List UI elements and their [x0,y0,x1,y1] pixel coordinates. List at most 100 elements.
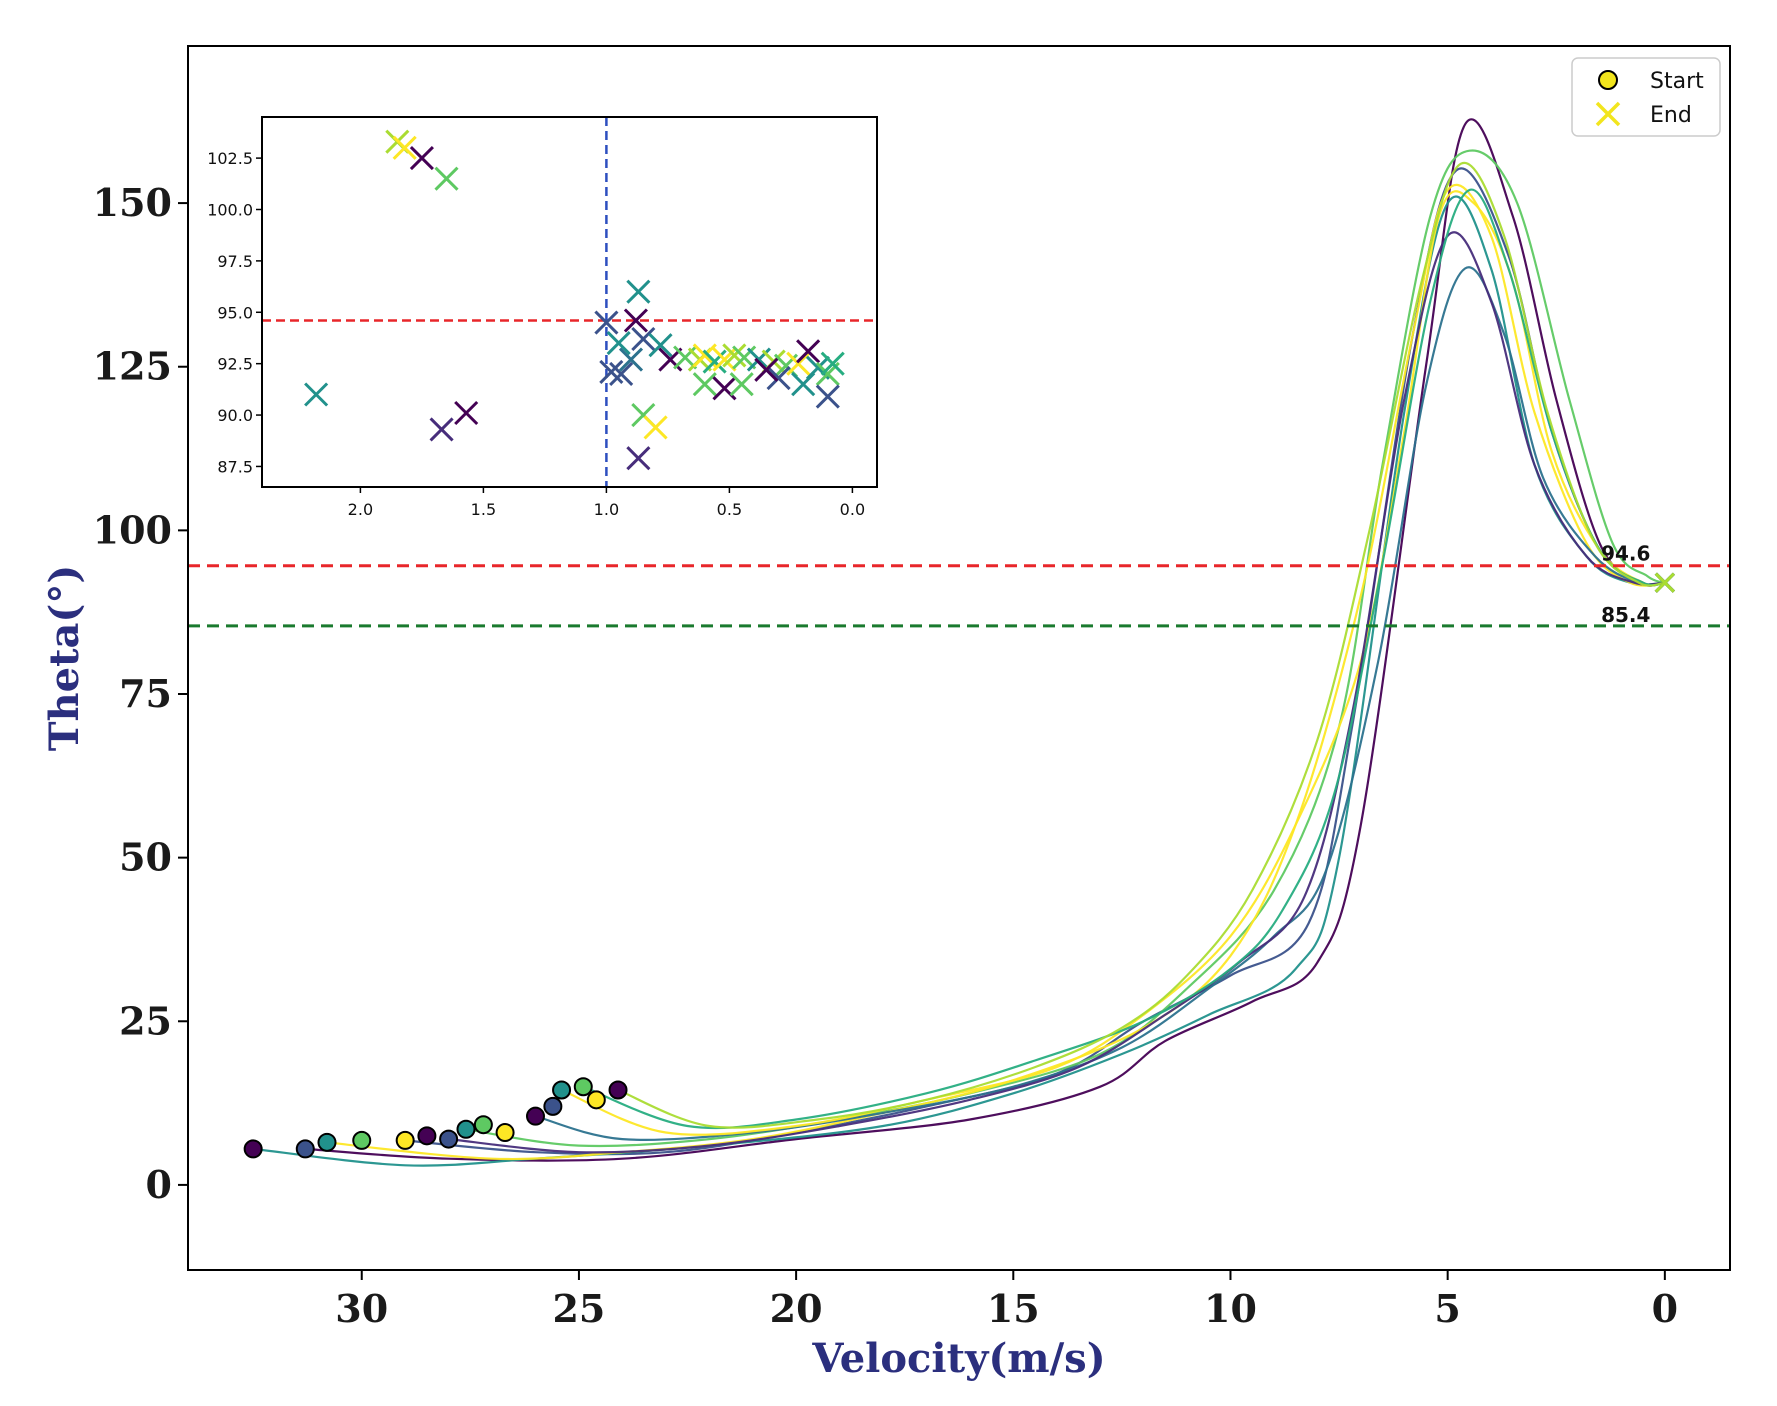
start-markers [243,1077,628,1159]
y-tick-label: 150 [93,180,172,225]
x-tick-label: 25 [552,1286,605,1331]
inset-end-point [434,166,459,191]
x-tick-label: 0 [1652,1286,1678,1331]
x-axis-ticks: 30 25 20 15 10 5 0 [335,1270,1678,1331]
y-axis-ticks: 0 25 50 75 100 125 150 [93,180,188,1207]
inset-end-point [791,372,816,397]
legend-start-label: Start [1650,69,1704,94]
reference-line-label: 85.4 [1601,603,1650,627]
inset-end-point [626,279,651,304]
legend-start-marker [1598,70,1618,90]
inset-end-point [722,343,747,368]
reference-lines: 94.6 85.4 [188,542,1730,628]
inset-end-point [766,365,791,391]
inset-y-tick-label: 97.5 [217,252,253,271]
inset-end-point [692,372,717,397]
x-tick-label: 5 [1434,1286,1460,1331]
inset-end-point [643,415,668,440]
inset-y-axis-ticks: 87.5 90.0 92.5 95.0 97.5 100.0 102.5 [207,149,262,476]
y-tick-label: 50 [119,835,172,880]
start-marker [317,1132,337,1152]
inset-reference-lines [262,117,877,487]
trajectory-lines [253,118,1666,1167]
y-tick-label: 0 [146,1162,172,1207]
inset-y-tick-label: 87.5 [217,457,253,476]
inset-end-point [796,339,821,364]
inset-y-tick-label: 102.5 [207,149,253,168]
trajectory-line [448,231,1665,1154]
inset-end-point [623,308,648,333]
start-marker [573,1077,593,1097]
inset-end-point [409,146,434,171]
legend-end-marker [1595,101,1621,127]
start-marker [243,1139,263,1159]
inset-end-point [754,357,779,382]
start-marker [352,1130,372,1150]
legend: Start End [1571,57,1721,137]
y-axis-title: Theta(°) [41,565,88,752]
start-marker [495,1123,515,1143]
y-tick-label: 75 [119,671,172,716]
inset-end-point [606,331,631,356]
end-marker [1654,572,1675,593]
inset-x-tick-label: 1.0 [594,500,619,519]
inset-end-point [626,446,651,471]
inset-y-tick-label: 90.0 [217,406,253,425]
inset-end-point [820,351,845,376]
x-axis-title: Velocity(m/s) [811,1335,1105,1382]
start-marker [456,1119,476,1139]
start-marker [295,1139,315,1159]
inset-end-points [304,129,845,471]
legend-end-label: End [1650,103,1692,128]
inset-x-tick-label: 2.0 [348,500,373,519]
start-marker [552,1080,572,1100]
main-plot-frame [187,45,1731,1271]
inset-end-point [631,326,656,352]
inset-y-tick-label: 100.0 [207,201,253,220]
trajectory-line [305,118,1665,1162]
x-tick-label: 30 [335,1286,388,1331]
y-tick-label: 125 [93,344,172,389]
inset-end-point [429,417,454,442]
inset-plot: 2.0 1.5 1.0 0.5 0.0 87.5 90.0 92.5 95.0 97.5 100.… [207,116,878,519]
start-marker [473,1115,493,1135]
inset-background [262,117,877,487]
y-tick-label: 25 [119,998,172,1043]
inset-end-point [609,361,634,387]
inset-y-tick-label: 95.0 [217,303,253,322]
inset-end-point [454,400,479,426]
start-marker [586,1090,606,1110]
start-marker [395,1130,415,1150]
inset-end-point [304,382,329,407]
start-marker [543,1096,563,1116]
inset-x-tick-label: 0.0 [840,500,865,519]
inset-end-point [618,347,644,372]
start-marker [525,1106,545,1126]
inset-x-tick-label: 1.5 [471,500,496,519]
inset-y-tick-label: 92.5 [217,355,253,374]
inset-end-point [392,135,417,160]
start-marker [608,1080,628,1100]
inset-end-point [702,349,727,374]
x-tick-label: 15 [987,1286,1040,1331]
inset-x-axis-ticks: 2.0 1.5 1.0 0.5 0.0 [348,487,865,519]
trajectory-line [617,161,1665,1129]
trajectory-line [535,266,1665,1141]
x-tick-label: 20 [770,1286,823,1331]
inset-frame [261,116,878,488]
y-tick-label: 100 [93,507,172,552]
inset-end-point [594,310,619,335]
start-marker [439,1129,459,1149]
inset-end-point [815,384,840,409]
inset-end-point [648,333,673,358]
inset-end-point [599,359,624,384]
inset-end-point [729,372,754,397]
inset-end-point [786,351,811,376]
trajectory-line [582,188,1665,1130]
inset-x-tick-label: 0.5 [717,500,742,519]
end-markers [1654,572,1675,593]
start-marker [417,1126,437,1146]
reference-line-label: 94.6 [1601,542,1650,566]
